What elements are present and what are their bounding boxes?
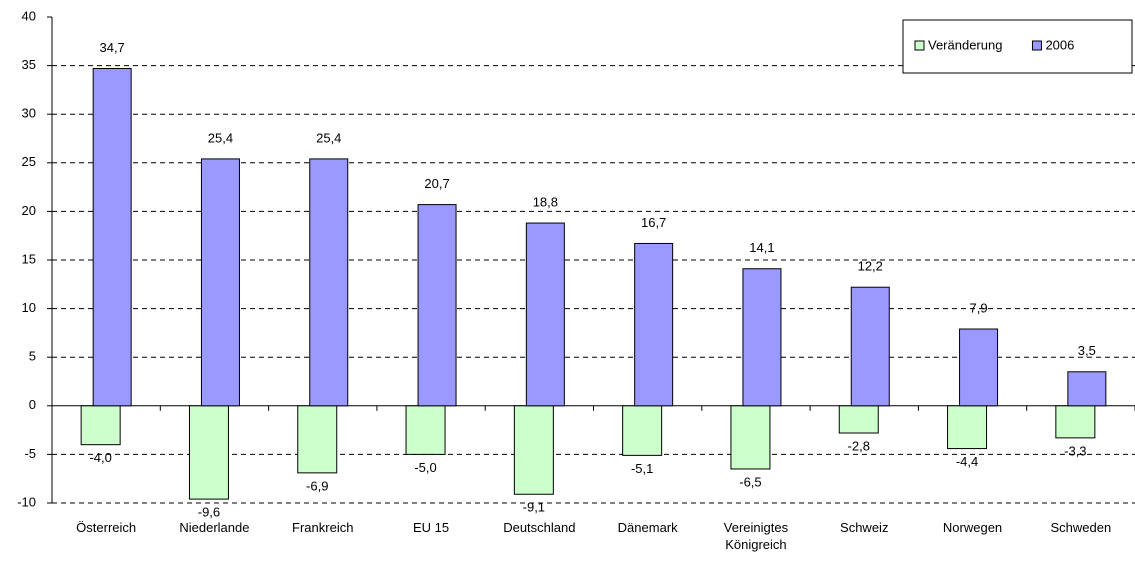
bar [405, 405, 446, 455]
legend-label: 2006 [1045, 37, 1074, 52]
x-tick-label: Österreich [76, 520, 137, 535]
value-label: -9,6 [198, 505, 220, 520]
bar [513, 405, 554, 495]
value-label: 16,7 [641, 215, 666, 230]
x-tick-label: Schweiz [840, 520, 889, 535]
bar [80, 405, 121, 446]
y-tick-label: 40 [22, 8, 36, 23]
legend-label: Veränderung [928, 37, 1002, 52]
value-label: 18,8 [533, 195, 558, 210]
legend-swatch [1031, 40, 1042, 51]
bar [634, 242, 674, 407]
y-tick-label: 15 [22, 251, 36, 266]
legend-swatch [914, 40, 925, 51]
value-label: -2,8 [848, 438, 870, 453]
y-tick-label: 5 [29, 349, 36, 364]
y-tick-label: 20 [22, 203, 36, 218]
x-tick-label: Vereinigtes Königreich [723, 520, 789, 552]
value-label: 25,4 [316, 130, 341, 145]
legend-box [902, 19, 1133, 74]
bar [200, 158, 240, 407]
bar [92, 68, 132, 407]
x-tick-label: Norwegen [942, 520, 1003, 535]
value-label: 14,1 [749, 240, 774, 255]
bar [622, 405, 663, 456]
value-label: 25,4 [208, 130, 233, 145]
value-label: -3,3 [1064, 443, 1086, 458]
value-label: -5,1 [631, 461, 653, 476]
value-label: -6,9 [306, 478, 328, 493]
x-tick-label: Deutschland [503, 520, 576, 535]
value-label: -4,0 [89, 450, 111, 465]
value-label: -4,4 [956, 454, 978, 469]
y-tick-label: 25 [22, 154, 36, 169]
value-label: 3,5 [1078, 343, 1096, 358]
value-label: 34,7 [99, 40, 124, 55]
bar [188, 405, 229, 500]
y-tick-label: 10 [22, 300, 36, 315]
y-tick-label: 30 [22, 106, 36, 121]
bar [525, 222, 565, 407]
value-label: 7,9 [970, 300, 988, 315]
bar [417, 204, 457, 407]
x-tick-label: Frankreich [292, 520, 354, 535]
x-tick-label: EU 15 [412, 520, 450, 535]
value-label: 12,2 [858, 259, 883, 274]
value-label: -6,5 [739, 474, 761, 489]
x-tick-label: Schweden [1050, 520, 1112, 535]
bar [850, 286, 890, 407]
y-tick-label: -10 [17, 494, 36, 509]
value-label: -5,0 [414, 460, 436, 475]
bar [309, 158, 349, 407]
bar [838, 405, 879, 434]
y-tick-label: 0 [29, 397, 36, 412]
bar [742, 268, 782, 407]
y-tick-label: 35 [22, 57, 36, 72]
bar [947, 405, 988, 450]
value-label: 20,7 [424, 176, 449, 191]
x-tick-label: Niederlande [179, 520, 250, 535]
bar [1067, 371, 1107, 407]
bar [297, 405, 338, 474]
value-label: -9,1 [523, 500, 545, 515]
bar [959, 328, 999, 407]
x-tick-label: Dänemark [617, 520, 678, 535]
bar [730, 405, 771, 470]
y-tick-label: -5 [24, 446, 36, 461]
bar [1055, 405, 1096, 439]
